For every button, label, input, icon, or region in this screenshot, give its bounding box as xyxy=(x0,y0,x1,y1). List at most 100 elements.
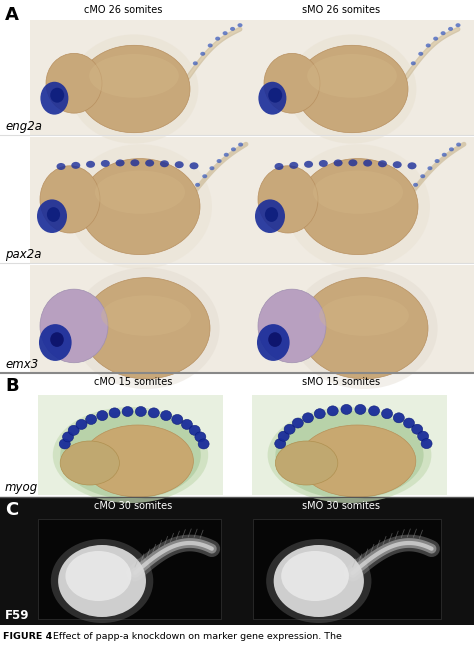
Text: cMO 15 somites: cMO 15 somites xyxy=(93,377,172,387)
Ellipse shape xyxy=(56,163,65,170)
Ellipse shape xyxy=(71,162,80,169)
Ellipse shape xyxy=(275,439,286,449)
Ellipse shape xyxy=(40,166,100,233)
Ellipse shape xyxy=(40,289,108,363)
Ellipse shape xyxy=(101,296,191,336)
Ellipse shape xyxy=(355,404,366,415)
Ellipse shape xyxy=(80,159,200,255)
Text: sMO 15 somites: sMO 15 somites xyxy=(302,377,380,387)
Ellipse shape xyxy=(289,162,298,169)
Ellipse shape xyxy=(116,159,125,167)
Ellipse shape xyxy=(302,413,313,422)
Ellipse shape xyxy=(426,44,431,48)
Ellipse shape xyxy=(413,183,418,187)
Text: pax2a: pax2a xyxy=(5,248,42,261)
Ellipse shape xyxy=(190,162,199,169)
Ellipse shape xyxy=(268,332,282,347)
Ellipse shape xyxy=(182,419,192,430)
Ellipse shape xyxy=(412,424,423,434)
Ellipse shape xyxy=(319,160,328,167)
Ellipse shape xyxy=(78,46,190,133)
Ellipse shape xyxy=(278,431,289,441)
Text: eng2a: eng2a xyxy=(5,120,42,133)
Ellipse shape xyxy=(418,52,423,56)
Ellipse shape xyxy=(268,88,282,103)
Text: C: C xyxy=(5,501,18,519)
Ellipse shape xyxy=(286,145,430,269)
Ellipse shape xyxy=(378,160,387,167)
Bar xyxy=(0,497,474,625)
Ellipse shape xyxy=(195,432,206,442)
Ellipse shape xyxy=(369,406,380,416)
Ellipse shape xyxy=(193,61,198,65)
Ellipse shape xyxy=(145,159,154,167)
Text: sMO 30 somites: sMO 30 somites xyxy=(302,501,380,511)
Ellipse shape xyxy=(393,413,404,422)
Ellipse shape xyxy=(334,159,343,167)
Text: B: B xyxy=(5,377,18,395)
Ellipse shape xyxy=(175,161,184,168)
Bar xyxy=(30,137,280,263)
Ellipse shape xyxy=(313,171,403,214)
Ellipse shape xyxy=(341,404,352,415)
Ellipse shape xyxy=(264,53,320,113)
Bar xyxy=(30,20,280,135)
Ellipse shape xyxy=(60,441,119,485)
Ellipse shape xyxy=(298,159,418,255)
Text: myog: myog xyxy=(5,481,38,494)
Ellipse shape xyxy=(95,171,185,214)
Ellipse shape xyxy=(449,147,454,151)
Ellipse shape xyxy=(148,408,159,418)
Ellipse shape xyxy=(65,551,131,601)
Ellipse shape xyxy=(442,153,447,157)
Ellipse shape xyxy=(268,407,431,503)
Ellipse shape xyxy=(403,418,414,428)
Ellipse shape xyxy=(428,166,432,170)
Ellipse shape xyxy=(230,27,235,31)
Ellipse shape xyxy=(327,406,338,416)
Ellipse shape xyxy=(210,166,214,170)
Ellipse shape xyxy=(160,160,169,167)
Ellipse shape xyxy=(172,415,183,424)
Ellipse shape xyxy=(274,163,283,170)
Text: F59: F59 xyxy=(5,609,29,622)
Ellipse shape xyxy=(200,52,205,56)
Ellipse shape xyxy=(238,143,243,146)
Ellipse shape xyxy=(237,23,243,27)
Bar xyxy=(38,519,221,619)
Ellipse shape xyxy=(101,160,110,167)
Ellipse shape xyxy=(275,411,424,499)
Ellipse shape xyxy=(348,159,357,166)
Ellipse shape xyxy=(59,439,70,449)
Ellipse shape xyxy=(314,409,325,419)
Ellipse shape xyxy=(456,23,461,27)
Ellipse shape xyxy=(441,31,446,35)
Ellipse shape xyxy=(109,408,120,418)
Ellipse shape xyxy=(86,415,97,424)
Bar xyxy=(0,0,474,373)
Ellipse shape xyxy=(288,35,416,144)
Bar xyxy=(253,519,441,619)
Ellipse shape xyxy=(223,31,228,35)
Ellipse shape xyxy=(299,425,416,497)
Ellipse shape xyxy=(420,174,425,178)
Ellipse shape xyxy=(304,161,313,168)
Ellipse shape xyxy=(273,545,364,617)
Ellipse shape xyxy=(63,432,73,442)
Ellipse shape xyxy=(50,332,64,347)
Ellipse shape xyxy=(73,268,219,389)
Ellipse shape xyxy=(60,411,201,499)
Text: sMO 26 somites: sMO 26 somites xyxy=(302,5,380,15)
Ellipse shape xyxy=(411,61,416,65)
Ellipse shape xyxy=(68,425,79,436)
Text: A: A xyxy=(5,6,19,24)
Ellipse shape xyxy=(58,545,146,617)
Ellipse shape xyxy=(47,207,60,222)
Ellipse shape xyxy=(258,82,286,115)
Ellipse shape xyxy=(198,439,209,449)
Ellipse shape xyxy=(393,161,402,168)
Ellipse shape xyxy=(231,147,236,151)
Ellipse shape xyxy=(40,82,68,115)
Bar xyxy=(248,137,474,263)
Ellipse shape xyxy=(257,324,290,361)
